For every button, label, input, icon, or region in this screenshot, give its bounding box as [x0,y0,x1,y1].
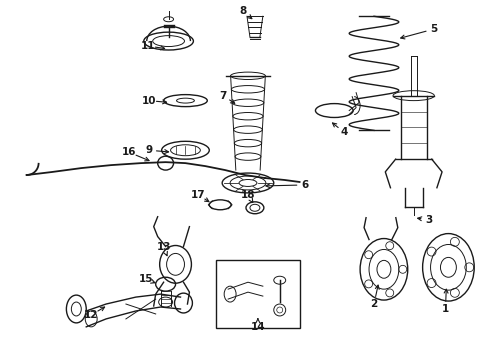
Text: 6: 6 [301,180,308,190]
Text: 3: 3 [425,215,432,225]
Text: 10: 10 [142,96,156,105]
Bar [216,260,300,328]
Text: 4: 4 [341,127,348,138]
Text: 2: 2 [370,299,378,309]
Text: 18: 18 [241,190,255,200]
Text: 12: 12 [84,310,98,320]
Text: 11: 11 [141,41,155,51]
Text: 9: 9 [145,145,152,155]
Text: 17: 17 [191,190,206,200]
Text: 5: 5 [430,24,437,34]
Text: 7: 7 [220,91,227,101]
Text: 14: 14 [250,322,265,332]
Text: 13: 13 [156,243,171,252]
Text: 1: 1 [442,304,449,314]
Text: 16: 16 [122,147,136,157]
Text: 8: 8 [240,6,246,16]
Text: 15: 15 [139,274,153,284]
